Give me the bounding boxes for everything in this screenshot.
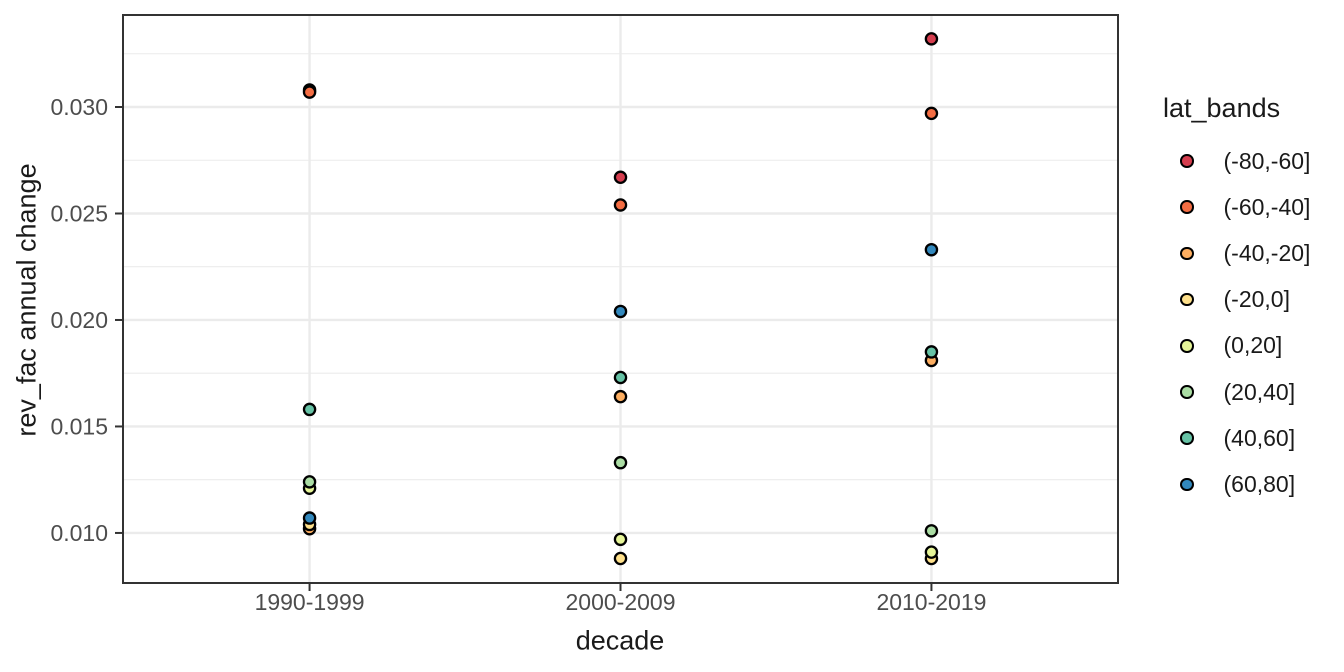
legend-label: (20,40] bbox=[1223, 378, 1296, 405]
legend-entry: (-60,-40] bbox=[1163, 194, 1310, 220]
legend-swatch bbox=[1180, 385, 1194, 399]
x-tick-label: 1990-1999 bbox=[255, 589, 365, 615]
legend-entry: (-40,-20] bbox=[1163, 240, 1310, 266]
x-tick-label: 2000-2009 bbox=[566, 589, 676, 615]
data-point bbox=[924, 345, 939, 359]
data-point bbox=[613, 370, 628, 385]
legend-label: (0,20] bbox=[1223, 332, 1283, 359]
y-tick-label: 0.015 bbox=[50, 413, 108, 439]
legend-swatch bbox=[1180, 339, 1194, 353]
x-tick-label: 2010-2019 bbox=[876, 589, 986, 615]
legend-title: lat_bands bbox=[1163, 93, 1281, 123]
legend-swatch bbox=[1180, 292, 1194, 307]
data-point bbox=[924, 545, 939, 559]
data-point bbox=[613, 198, 628, 212]
data-point bbox=[924, 242, 939, 257]
legend-entry: (60,80] bbox=[1163, 471, 1295, 497]
legend-entry: (-20,0] bbox=[1163, 286, 1290, 312]
data-point bbox=[613, 170, 628, 185]
legend-swatch bbox=[1180, 154, 1194, 168]
data-point bbox=[613, 551, 628, 566]
legend: lat_bands (-80,-60] (-60,-40] (-40,-20] (-2… bbox=[1163, 93, 1343, 497]
legend-entry: (0,20] bbox=[1163, 332, 1282, 358]
legend-label: (-40,-20] bbox=[1223, 239, 1311, 266]
legend-swatch bbox=[1180, 477, 1194, 492]
legend-label: (-60,-40] bbox=[1223, 193, 1311, 220]
y-tick-label: 0.025 bbox=[50, 200, 108, 226]
data-point bbox=[924, 106, 939, 121]
data-point bbox=[613, 304, 628, 319]
data-point bbox=[924, 32, 939, 46]
legend-swatch bbox=[1180, 200, 1194, 214]
y-tick-label: 0.030 bbox=[50, 94, 108, 120]
legend-entry: (20,40] bbox=[1163, 379, 1295, 405]
data-point bbox=[302, 402, 317, 417]
data-point bbox=[613, 532, 628, 547]
x-axis-title: decade bbox=[575, 625, 665, 656]
legend-label: (-80,-60] bbox=[1223, 147, 1311, 174]
y-tick-label: 0.010 bbox=[50, 520, 108, 546]
data-point bbox=[613, 389, 628, 404]
legend-swatch bbox=[1180, 246, 1194, 261]
data-point bbox=[302, 511, 317, 525]
legend-entry: (40,60] bbox=[1163, 425, 1295, 451]
data-point bbox=[613, 455, 628, 470]
legend-label: (-20,0] bbox=[1223, 286, 1290, 313]
data-point bbox=[302, 475, 317, 489]
legend-swatch bbox=[1180, 431, 1194, 445]
legend-label: (40,60] bbox=[1223, 424, 1296, 451]
legend-label: (60,80] bbox=[1223, 470, 1296, 497]
data-point bbox=[924, 524, 939, 538]
y-tick-label: 0.020 bbox=[50, 307, 108, 333]
data-point bbox=[302, 85, 317, 99]
legend-entry: (-80,-60] bbox=[1163, 148, 1310, 174]
y-axis-title: rev_fac annual change bbox=[11, 163, 42, 437]
